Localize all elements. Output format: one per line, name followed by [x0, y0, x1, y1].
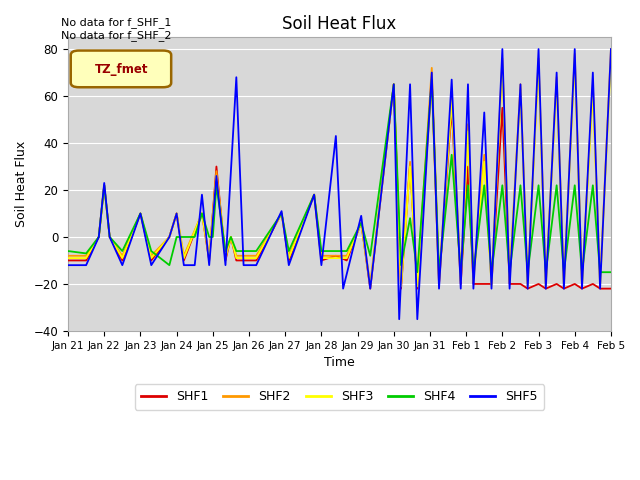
SHF1	[583, 284, 591, 289]
SHF4	[64, 248, 72, 254]
SHF5	[244, 262, 252, 268]
SHF3	[172, 212, 180, 217]
SHF3	[244, 255, 252, 261]
SHF2	[582, 198, 590, 204]
SHF1	[367, 286, 374, 291]
Line: SHF5: SHF5	[68, 49, 611, 319]
SHF3	[367, 283, 374, 289]
SHF4	[394, 172, 401, 178]
SHF3	[64, 255, 72, 261]
SHF2	[367, 281, 374, 287]
Legend: SHF1, SHF2, SHF3, SHF4, SHF5: SHF1, SHF2, SHF3, SHF4, SHF5	[135, 384, 544, 409]
SHF5	[607, 46, 615, 52]
SHF3	[607, 56, 615, 61]
SHF2	[607, 46, 615, 52]
Line: SHF3: SHF3	[68, 59, 611, 286]
Text: No data for f_SHF_2: No data for f_SHF_2	[61, 30, 172, 41]
SHF5	[394, 238, 401, 244]
SHF5	[325, 196, 333, 202]
SHF3	[394, 188, 401, 193]
SHF4	[244, 248, 252, 254]
SHF5	[396, 316, 403, 322]
Title: Soil Heat Flux: Soil Heat Flux	[282, 15, 397, 33]
SHF5	[64, 262, 72, 268]
SHF3	[280, 226, 288, 232]
SHF1	[428, 77, 436, 83]
SHF5	[583, 192, 591, 198]
SHF1	[607, 286, 615, 291]
Line: SHF1: SHF1	[68, 80, 611, 288]
Y-axis label: Soil Heat Flux: Soil Heat Flux	[15, 141, 28, 227]
SHF1	[280, 227, 288, 233]
SHF3	[583, 199, 591, 204]
SHF4	[583, 232, 591, 238]
SHF2	[280, 226, 288, 231]
SHF3	[325, 255, 333, 261]
SHF1	[244, 258, 252, 264]
SHF2	[394, 186, 401, 192]
SHF5	[172, 212, 180, 217]
Text: No data for f_SHF_1: No data for f_SHF_1	[61, 17, 171, 28]
SHF4	[607, 269, 615, 275]
SHF4	[172, 236, 180, 241]
SHF3	[571, 56, 579, 61]
SHF4	[428, 77, 436, 83]
SHF2	[172, 212, 180, 217]
SHF5	[280, 227, 288, 233]
FancyBboxPatch shape	[71, 50, 171, 87]
SHF2	[244, 253, 252, 259]
SHF1	[325, 255, 333, 261]
Line: SHF2: SHF2	[68, 49, 611, 284]
SHF4	[413, 269, 421, 275]
SHF4	[280, 224, 288, 229]
SHF5	[499, 46, 506, 52]
SHF4	[325, 248, 333, 254]
Line: SHF4: SHF4	[68, 80, 611, 272]
SHF2	[325, 253, 333, 259]
SHF1	[172, 212, 180, 217]
SHF1	[394, 189, 401, 194]
SHF1	[64, 258, 72, 264]
X-axis label: Time: Time	[324, 356, 355, 369]
SHF2	[64, 253, 72, 259]
Text: TZ_fmet: TZ_fmet	[95, 62, 148, 75]
